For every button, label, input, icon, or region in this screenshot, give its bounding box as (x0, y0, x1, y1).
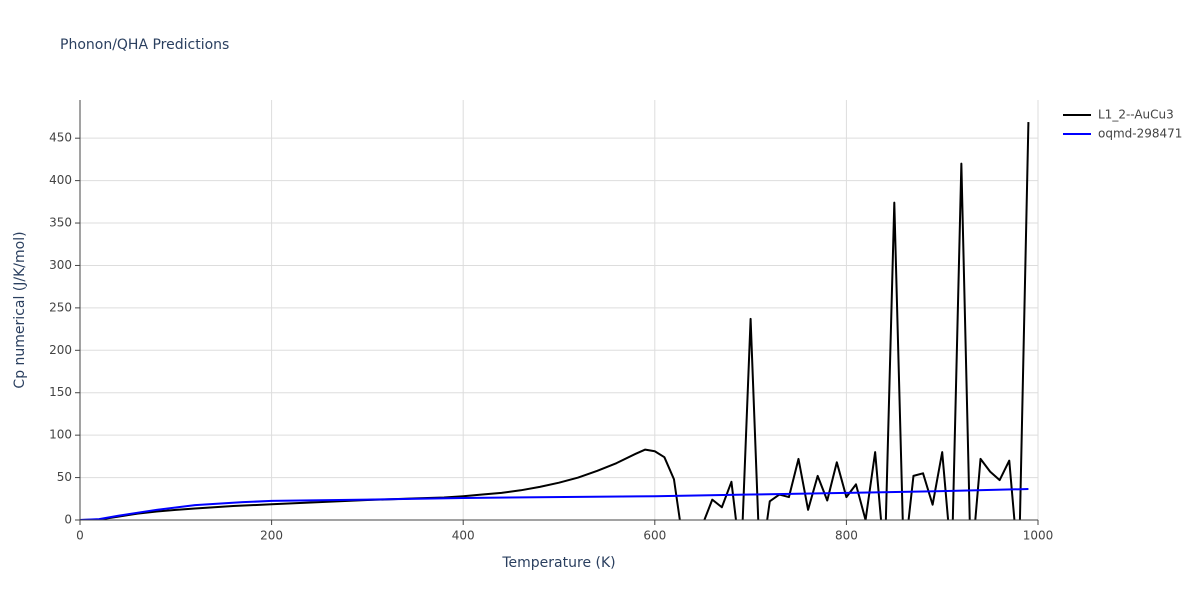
y-tick-label: 0 (64, 513, 72, 527)
y-tick-label: 450 (49, 131, 72, 145)
series-line (80, 488, 1029, 520)
x-tick-label: 400 (452, 529, 475, 543)
y-tick-label: 400 (49, 173, 72, 187)
grid (79, 100, 1039, 521)
x-tick-label: 200 (260, 529, 283, 543)
legend-label: L1_2--AuCu3 (1098, 108, 1174, 122)
plot-area (80, 122, 1030, 520)
y-tick-label: 200 (49, 343, 72, 357)
y-tick-label: 250 (49, 300, 72, 314)
y-tick-label: 150 (49, 385, 72, 399)
y-tick-label: 100 (49, 428, 72, 442)
chart-title: Phonon/QHA Predictions (60, 37, 229, 53)
x-axis-title: Temperature (K) (501, 555, 615, 571)
y-axis-title: Cp numerical (J/K/mol) (12, 231, 28, 388)
x-tick-label: 800 (835, 529, 858, 543)
y-tick-label: 350 (49, 216, 72, 230)
x-tick-label: 600 (643, 529, 666, 543)
x-tick-label: 1000 (1023, 529, 1054, 543)
y-tick-label: 50 (57, 470, 72, 484)
series-line (80, 122, 1030, 520)
legend-label: oqmd-298471 (1098, 127, 1182, 141)
y-tick-label: 300 (49, 258, 72, 272)
x-tick-label: 0 (76, 529, 84, 543)
